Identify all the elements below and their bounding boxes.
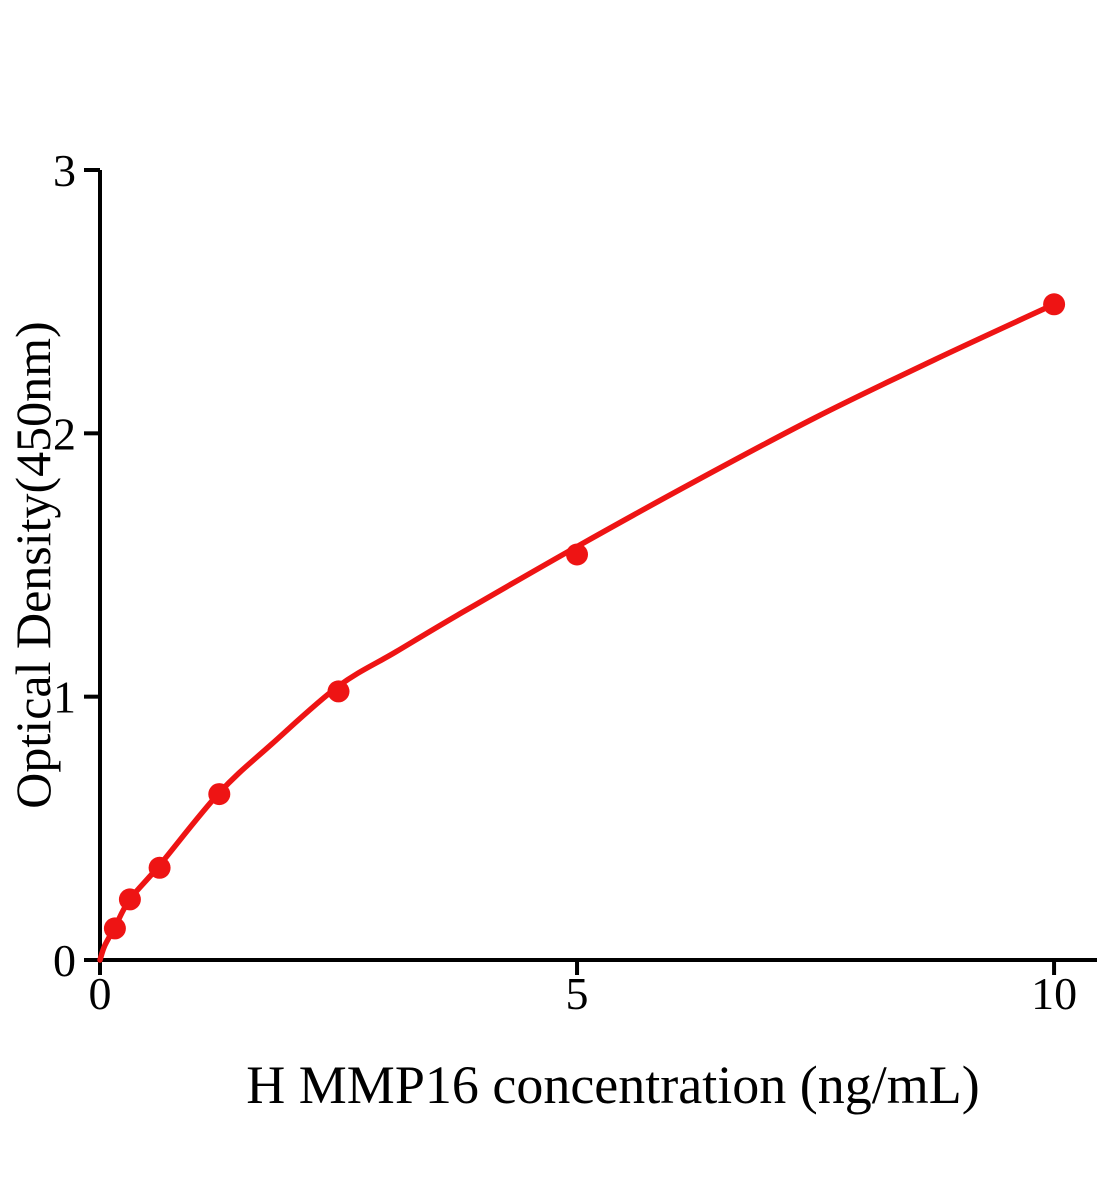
x-tick-label: 5 (566, 968, 589, 1019)
y-tick-label: 2 (53, 408, 76, 459)
data-point (208, 783, 231, 806)
data-point (566, 543, 588, 566)
axis-spine (98, 170, 1097, 962)
data-point (327, 680, 350, 703)
data-point (1043, 293, 1066, 316)
x-tick-label: 10 (1031, 968, 1077, 1019)
axes (98, 170, 1097, 962)
standard-curve-line (97, 301, 1057, 963)
data-points (103, 293, 1066, 940)
data-point (148, 856, 171, 879)
y-axis-title: Optical Density(450nm) (5, 321, 61, 808)
tick-marks (84, 168, 1057, 975)
y-tick-label: 1 (53, 672, 76, 723)
y-tick-label: 0 (53, 935, 76, 986)
data-point (103, 917, 126, 940)
fit-curve (97, 301, 1057, 963)
x-tick-label: 0 (89, 968, 112, 1019)
tick-labels: 0 1 2 3 0 5 10 (53, 145, 1077, 1019)
data-point (118, 888, 141, 911)
y-tick-label: 3 (53, 145, 76, 196)
x-axis-title: H MMP16 concentration (ng/mL) (246, 1055, 979, 1115)
